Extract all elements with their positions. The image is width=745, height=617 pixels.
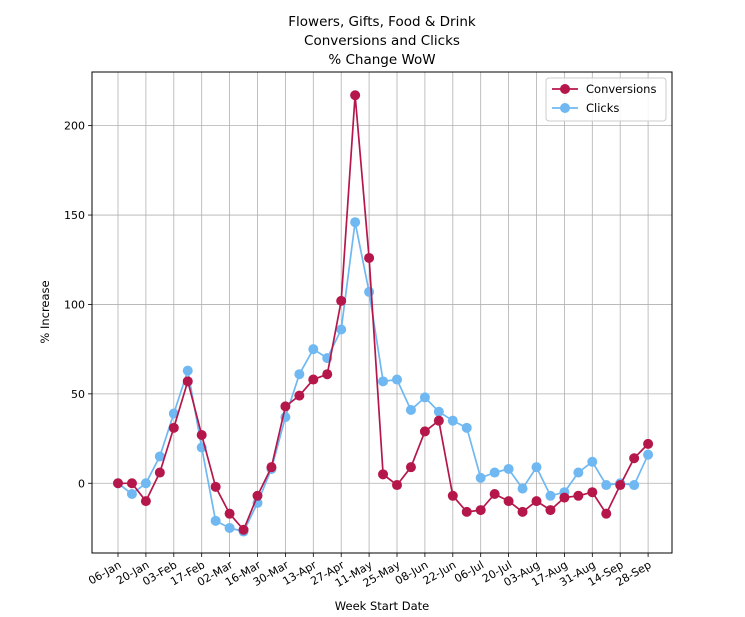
clicks-point xyxy=(461,422,472,433)
y-tick-label: 0 xyxy=(78,477,85,490)
conversions-point xyxy=(405,462,416,473)
clicks-point xyxy=(294,369,305,380)
plot-area-frame xyxy=(91,71,673,554)
conversions-line xyxy=(118,94,649,531)
conversions-point xyxy=(517,506,528,517)
conversions-point xyxy=(350,90,361,101)
clicks-point xyxy=(587,456,598,467)
clicks-point xyxy=(182,365,193,376)
legend-conversions-label: Conversions xyxy=(586,82,656,96)
conversions-point xyxy=(489,488,500,499)
clicks-point xyxy=(224,522,235,533)
conversions-point xyxy=(238,524,249,535)
conversions-point xyxy=(615,480,626,491)
series-conversions xyxy=(113,90,654,535)
y-tick-label: 150 xyxy=(64,209,85,222)
x-axis-label: Week Start Date xyxy=(335,599,429,613)
clicks-point xyxy=(364,286,375,297)
clicks-point xyxy=(405,404,416,415)
conversions-point xyxy=(587,487,598,498)
conversions-point xyxy=(447,490,458,501)
clicks-point xyxy=(531,462,542,473)
conversions-point xyxy=(140,496,151,507)
conversions-point xyxy=(545,505,556,516)
clicks-point xyxy=(601,480,612,491)
conversions-point xyxy=(601,508,612,519)
conversions-point xyxy=(126,478,137,489)
clicks-point xyxy=(336,324,347,335)
chart-title-line-2: Conversions and Clicks xyxy=(304,33,460,49)
clicks-point xyxy=(517,483,528,494)
conversions-point xyxy=(252,490,263,501)
clicks-point xyxy=(126,488,137,499)
clicks-point xyxy=(503,463,514,474)
legend-clicks-marker xyxy=(560,103,570,113)
clicks-point xyxy=(489,467,500,478)
clicks-point xyxy=(433,406,444,417)
conversions-point xyxy=(419,426,430,437)
conversions-point xyxy=(113,478,123,489)
conversions-point xyxy=(475,505,486,516)
conversions-point xyxy=(336,295,347,306)
clicks-point xyxy=(643,449,654,460)
conversions-point xyxy=(322,369,333,380)
conversions-point xyxy=(210,481,221,492)
clicks-point xyxy=(447,415,458,426)
legend: Conversions Clicks xyxy=(545,77,667,122)
clicks-point xyxy=(154,451,165,462)
clicks-point xyxy=(378,376,389,387)
conversions-point xyxy=(378,469,389,480)
conversions-point xyxy=(196,429,207,440)
y-tick-label: 50 xyxy=(71,388,85,401)
series-layer xyxy=(113,90,654,537)
conversions-point xyxy=(280,401,291,412)
clicks-point xyxy=(140,478,151,489)
series-clicks xyxy=(113,217,654,537)
conversions-point xyxy=(559,492,570,503)
conversions-point xyxy=(294,390,305,401)
clicks-point xyxy=(419,392,430,403)
grid-lines xyxy=(92,72,672,553)
conversions-point xyxy=(308,374,319,385)
clicks-point xyxy=(350,217,361,228)
x-tick-label: 06-Jul xyxy=(452,558,486,585)
clicks-point xyxy=(629,480,640,491)
conversions-point xyxy=(182,376,193,387)
clicks-point xyxy=(475,472,486,483)
legend-clicks-label: Clicks xyxy=(586,101,619,115)
y-axis-ticks: 0 50 100 150 200 xyxy=(64,120,92,490)
clicks-point xyxy=(573,467,584,478)
chart-title-line-3: % Change WoW xyxy=(328,52,435,68)
clicks-point xyxy=(392,374,402,385)
clicks-point xyxy=(168,408,179,419)
conversions-point xyxy=(629,453,640,464)
conversions-point xyxy=(531,496,542,507)
y-tick-label: 200 xyxy=(64,120,85,133)
conversions-point xyxy=(433,415,444,426)
conversions-point xyxy=(364,252,375,263)
clicks-point xyxy=(308,344,319,355)
conversions-point xyxy=(168,422,179,433)
x-axis-ticks: 06-Jan20-Jan03-Feb17-Feb02-Mar16-Mar30-M… xyxy=(86,553,654,590)
y-axis-label: % Increase xyxy=(38,280,52,343)
conversions-point xyxy=(154,467,165,478)
conversions-point xyxy=(392,480,402,491)
clicks-point xyxy=(545,490,556,501)
clicks-point xyxy=(210,515,221,526)
conversions-point xyxy=(461,506,472,517)
legend-conversions-marker xyxy=(560,84,570,94)
chart-title: Flowers, Gifts, Food & Drink Conversions… xyxy=(288,14,476,68)
conversions-point xyxy=(643,438,654,449)
conversions-point xyxy=(503,496,514,507)
chart-title-line-1: Flowers, Gifts, Food & Drink xyxy=(288,14,476,30)
conversions-point xyxy=(573,490,584,501)
y-tick-label: 100 xyxy=(64,298,85,311)
conversions-point xyxy=(266,462,277,473)
conversions-point xyxy=(224,508,235,519)
